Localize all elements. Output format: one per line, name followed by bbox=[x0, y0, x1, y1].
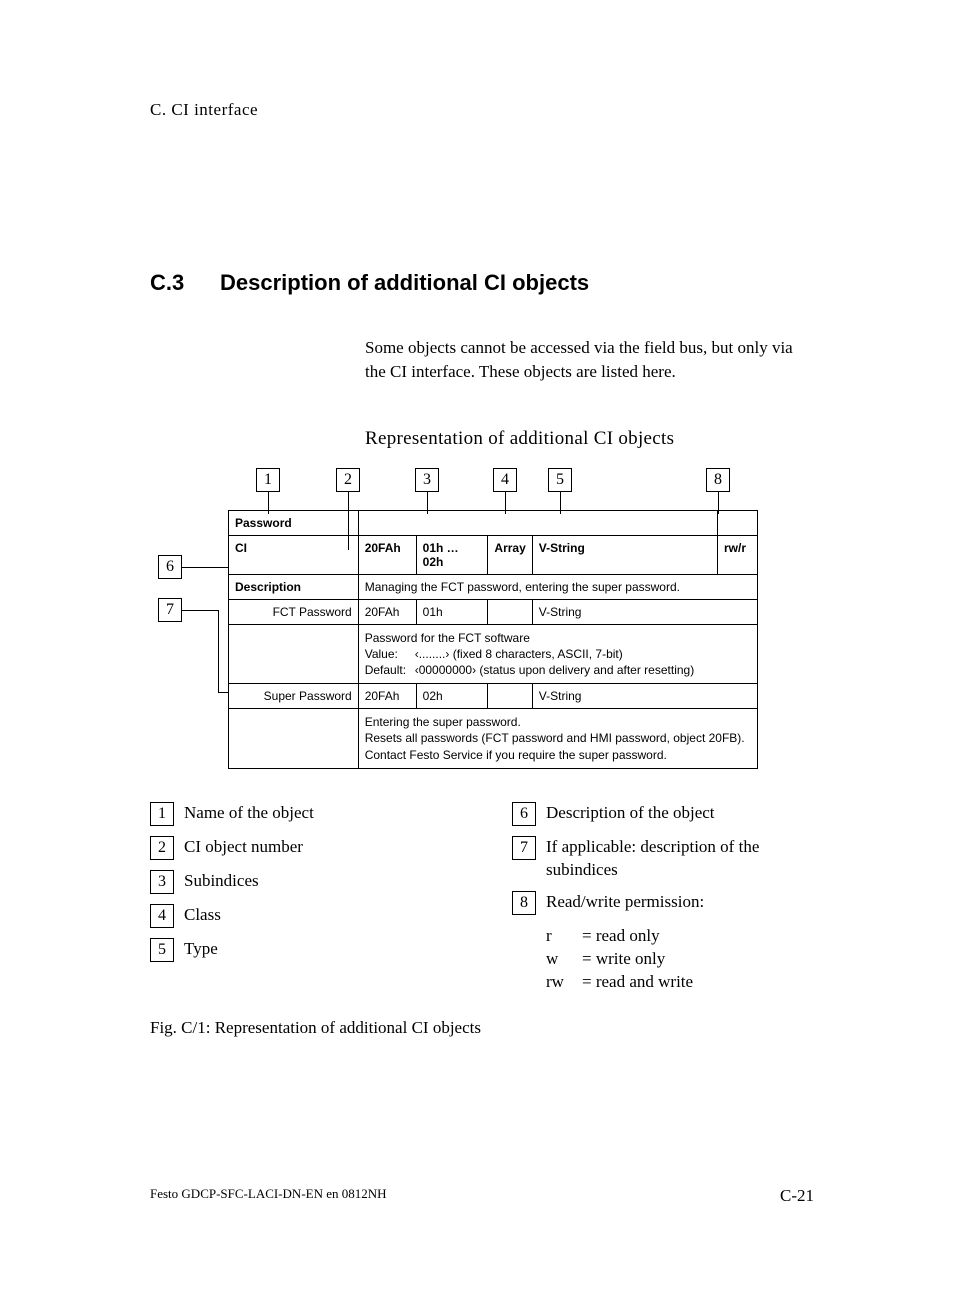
line: Contact Festo Service if you require the… bbox=[365, 747, 751, 763]
cell-sub2-label: Super Password bbox=[229, 684, 359, 709]
cell-sub2-idx: 20FAh bbox=[358, 684, 416, 709]
cell-ci-type: V-String bbox=[532, 535, 717, 574]
cell-sub1-sub: 01h bbox=[416, 599, 488, 624]
callout-4: 4 bbox=[493, 468, 517, 492]
cell-desc-text: Managing the FCT password, entering the … bbox=[358, 574, 757, 599]
legend-item: 4 Class bbox=[150, 904, 452, 928]
leader bbox=[182, 567, 228, 568]
line: Default:‹00000000› (status upon delivery… bbox=[365, 662, 751, 678]
line: Entering the super password. bbox=[365, 714, 751, 730]
legend-col-right: 6 Description of the object 7 If applicabl… bbox=[512, 802, 814, 995]
legend-item: 6 Description of the object bbox=[512, 802, 814, 826]
callout-2: 2 bbox=[336, 468, 360, 492]
legend-text: Name of the object bbox=[184, 802, 314, 825]
cell-ci-perm: rw/r bbox=[718, 535, 758, 574]
figure-caption: Fig. C/1: Representation of additional C… bbox=[150, 1018, 814, 1038]
cell-sub2-desc: Entering the super password. Resets all … bbox=[358, 709, 757, 769]
legend-text: CI object number bbox=[184, 836, 303, 859]
legend-text: Description of the object bbox=[546, 802, 715, 825]
page: C. CI interface C.3 Description of addit… bbox=[0, 0, 954, 1306]
leader bbox=[182, 610, 218, 611]
legend-num: 5 bbox=[150, 938, 174, 962]
legend-text: Type bbox=[184, 938, 218, 961]
callout-3: 3 bbox=[415, 468, 439, 492]
legend-text: Class bbox=[184, 904, 221, 927]
footer-left: Festo GDCP-SFC-LACI-DN-EN en 0812NH bbox=[150, 1186, 387, 1206]
legend-item: 5 Type bbox=[150, 938, 452, 962]
cell bbox=[718, 510, 758, 535]
legend-num: 1 bbox=[150, 802, 174, 826]
legend: 1 Name of the object 2 CI object number 3S… bbox=[150, 802, 814, 995]
running-head: C. CI interface bbox=[150, 100, 814, 120]
cell-sub1-label: FCT Password bbox=[229, 599, 359, 624]
legend-item: 3 Subindices bbox=[150, 870, 452, 894]
legend-item: 1 Name of the object bbox=[150, 802, 452, 826]
legend-col-left: 1 Name of the object 2 CI object number 3S… bbox=[150, 802, 452, 995]
callout-5: 5 bbox=[548, 468, 572, 492]
line: Password for the FCT software bbox=[365, 630, 751, 646]
subheading: Representation of additional CI objects bbox=[365, 428, 814, 450]
cell bbox=[229, 624, 359, 684]
cell-sub1-type: V-String bbox=[532, 599, 757, 624]
callout-6: 6 bbox=[158, 555, 182, 579]
legend-num: 3 bbox=[150, 870, 174, 894]
legend-item: 8 Read/write permission: bbox=[512, 891, 814, 915]
legend-num: 2 bbox=[150, 836, 174, 860]
cell-sub2-class bbox=[488, 684, 532, 709]
cell-ci-class: Array bbox=[488, 535, 532, 574]
legend-text: Read/write permission: bbox=[546, 891, 704, 914]
legend-num: 6 bbox=[512, 802, 536, 826]
intro-paragraph: Some objects cannot be accessed via the … bbox=[365, 336, 814, 384]
object-table: Password CI 20FAh 01h … 02h Array V-Stri… bbox=[228, 510, 758, 769]
legend-text: Subindices bbox=[184, 870, 259, 893]
legend-kv: rw= read and write bbox=[546, 971, 814, 994]
section-heading: C.3 Description of additional CI objects bbox=[150, 270, 814, 296]
legend-kv: r= read only bbox=[546, 925, 814, 948]
page-number: C-21 bbox=[780, 1186, 814, 1206]
cell-sub1-idx: 20FAh bbox=[358, 599, 416, 624]
leader bbox=[218, 610, 219, 692]
legend-sub: r= read only w= write only rw= read and … bbox=[546, 925, 814, 994]
cell-sub1-class bbox=[488, 599, 532, 624]
legend-kv: w= write only bbox=[546, 948, 814, 971]
cell-sub1-desc: Password for the FCT software Value:‹...… bbox=[358, 624, 757, 684]
legend-item: 2 CI object number bbox=[150, 836, 452, 860]
cell-sub2-sub: 02h bbox=[416, 684, 488, 709]
legend-num: 4 bbox=[150, 904, 174, 928]
callout-8: 8 bbox=[706, 468, 730, 492]
line: Resets all passwords (FCT password and H… bbox=[365, 730, 751, 746]
diagram: 1 2 3 4 5 8 6 7 Password bbox=[150, 468, 814, 778]
line: Value:‹........› (fixed 8 characters, AS… bbox=[365, 646, 751, 662]
cell-desc-label: Description bbox=[229, 574, 359, 599]
cell bbox=[229, 709, 359, 769]
legend-num: 7 bbox=[512, 836, 536, 860]
legend-num: 8 bbox=[512, 891, 536, 915]
leader bbox=[218, 692, 228, 693]
section-number: C.3 bbox=[150, 270, 220, 296]
footer: Festo GDCP-SFC-LACI-DN-EN en 0812NH C-21 bbox=[150, 1186, 814, 1206]
cell-ci-label: CI bbox=[229, 535, 359, 574]
callout-7: 7 bbox=[158, 598, 182, 622]
cell-ci-idx: 20FAh bbox=[358, 535, 416, 574]
legend-item: 7 If applicable: description of the subin… bbox=[512, 836, 814, 882]
cell bbox=[358, 510, 717, 535]
callout-1: 1 bbox=[256, 468, 280, 492]
cell-name: Password bbox=[229, 510, 359, 535]
legend-text: If applicable: description of the subind… bbox=[546, 836, 814, 882]
cell-sub2-type: V-String bbox=[532, 684, 757, 709]
section-title: Description of additional CI objects bbox=[220, 270, 589, 296]
cell-ci-sub: 01h … 02h bbox=[416, 535, 488, 574]
